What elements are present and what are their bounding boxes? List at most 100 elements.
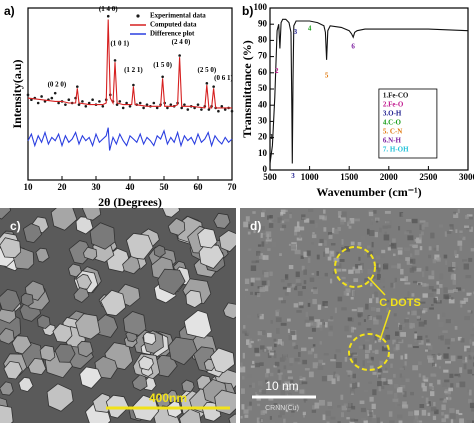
texture [266, 368, 270, 374]
texture [384, 367, 388, 371]
texture [374, 231, 379, 238]
data-point [205, 82, 209, 85]
texture [376, 315, 382, 320]
texture [323, 209, 326, 214]
texture [301, 381, 308, 385]
texture [289, 363, 293, 366]
texture [425, 343, 431, 346]
texture [314, 402, 320, 409]
texture [393, 384, 399, 389]
particle [185, 289, 203, 309]
texture [309, 322, 314, 326]
texture [335, 268, 342, 272]
texture [258, 380, 263, 387]
texture [443, 294, 449, 299]
texture [246, 373, 253, 378]
texture [423, 319, 427, 325]
texture [302, 359, 308, 365]
texture [462, 259, 468, 262]
texture [422, 308, 428, 313]
texture [400, 332, 406, 337]
texture [336, 251, 340, 257]
texture [286, 318, 291, 322]
texture [444, 379, 450, 383]
texture [280, 279, 285, 283]
texture [366, 360, 373, 363]
texture [384, 327, 389, 330]
texture [240, 366, 246, 373]
texture [317, 304, 322, 310]
texture [261, 389, 267, 394]
texture [344, 325, 349, 332]
particle [0, 237, 22, 259]
texture [292, 342, 296, 347]
texture [378, 374, 382, 379]
texture [278, 374, 282, 380]
texture [275, 310, 279, 316]
texture [448, 298, 455, 304]
texture [350, 388, 355, 394]
texture [405, 257, 410, 261]
texture [432, 415, 437, 421]
texture [411, 293, 415, 297]
texture [352, 373, 356, 380]
texture [432, 259, 437, 264]
texture [283, 365, 287, 370]
texture [281, 341, 284, 346]
x-tick-label: 2000 [380, 172, 399, 182]
texture [243, 325, 246, 329]
texture [333, 371, 336, 375]
texture [240, 388, 245, 394]
texture [321, 362, 326, 365]
texture [446, 231, 452, 234]
texture [364, 349, 371, 354]
texture [337, 227, 341, 232]
data-point [57, 101, 60, 105]
particle [0, 288, 21, 312]
texture [260, 226, 265, 231]
texture [348, 401, 351, 407]
texture [316, 254, 320, 260]
texture [355, 264, 361, 267]
texture [368, 416, 372, 422]
texture [456, 287, 462, 291]
texture [283, 218, 290, 222]
texture [387, 247, 391, 251]
particle [54, 343, 76, 363]
texture [430, 391, 435, 397]
texture [337, 421, 341, 423]
texture [463, 260, 468, 263]
texture [341, 405, 347, 411]
texture [325, 247, 330, 254]
texture [392, 282, 396, 289]
texture [428, 344, 433, 350]
texture [365, 339, 370, 342]
texture [355, 266, 360, 269]
texture [327, 232, 333, 236]
texture [418, 361, 422, 366]
texture [330, 416, 336, 420]
texture [245, 216, 250, 222]
texture [445, 319, 451, 324]
texture [279, 228, 284, 231]
texture [327, 406, 334, 410]
texture [449, 224, 454, 230]
y-axis-label: Transmittance (%) [240, 40, 254, 137]
particle [3, 360, 23, 380]
texture [368, 230, 375, 236]
texture [317, 365, 324, 370]
texture [309, 220, 315, 224]
texture [350, 418, 355, 422]
texture [279, 253, 282, 257]
texture [402, 404, 408, 409]
texture [290, 406, 295, 410]
texture [370, 282, 373, 287]
data-point [106, 14, 110, 18]
texture [347, 373, 351, 377]
texture [445, 260, 448, 266]
key-label: 2.Fe-O [383, 101, 404, 109]
particle [68, 263, 82, 278]
particle [50, 208, 78, 231]
texture [431, 304, 434, 307]
